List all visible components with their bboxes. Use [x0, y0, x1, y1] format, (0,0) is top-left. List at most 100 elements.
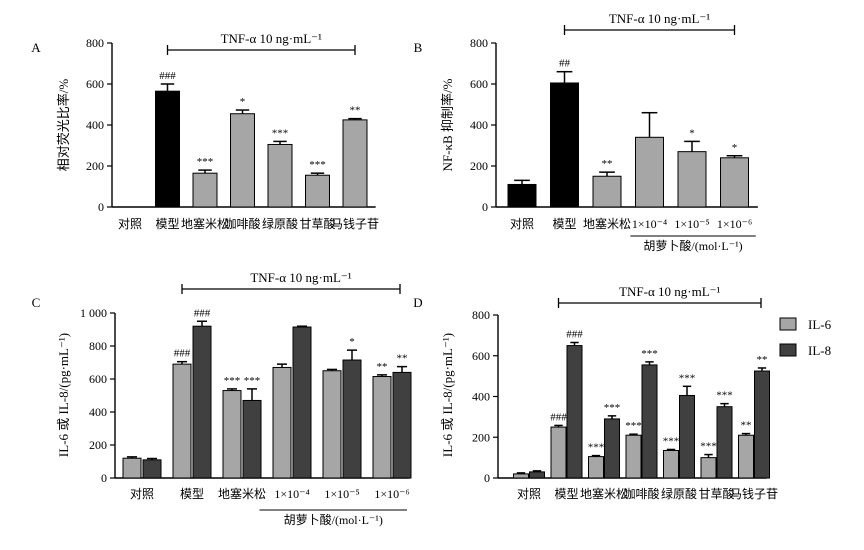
category-label: 绿原酸	[262, 216, 298, 231]
y-tick-label: 800	[472, 308, 490, 322]
y-tick-label: 0	[98, 200, 104, 214]
significance-mark: ###	[159, 70, 176, 82]
bar	[635, 136, 664, 208]
category-label: 甘草酸	[698, 486, 734, 501]
significance-mark: **	[377, 361, 388, 373]
bar	[513, 473, 529, 479]
bar	[272, 366, 292, 479]
treatment-label: TNF-α 10 ng·mL⁻¹	[250, 270, 351, 285]
bar	[679, 394, 695, 479]
bar	[550, 426, 567, 479]
bar	[155, 90, 180, 208]
category-label: 1×10⁻⁴	[274, 487, 309, 501]
bar	[641, 364, 658, 479]
bar	[700, 457, 717, 479]
significance-mark: *	[349, 336, 355, 348]
bar	[566, 345, 583, 479]
category-label: 地塞米松	[181, 216, 229, 231]
significance-mark: ***	[604, 402, 621, 414]
category-label: 模型	[552, 217, 576, 231]
significance-mark: ###	[194, 307, 211, 319]
bar	[604, 418, 620, 479]
y-tick-label: 200	[472, 430, 490, 444]
category-label: 马钱子苷	[730, 486, 778, 501]
group-label: 胡萝卜酸/(mol·L⁻¹)	[284, 512, 383, 527]
y-tick-label: 1 000	[80, 306, 107, 320]
category-label: 对照	[510, 217, 534, 231]
category-label: 对照	[130, 487, 154, 501]
category-label: 模型	[554, 487, 578, 501]
bar	[716, 406, 733, 479]
bar	[322, 370, 342, 479]
panel-d: D 0 200 400 600 800 IL-6 或 IL-8/(pg·mL⁻¹) 对照 模型地…	[413, 284, 831, 501]
y-tick-label: 0	[484, 471, 490, 485]
category-label: 模型	[180, 487, 204, 501]
bar	[625, 434, 642, 479]
significance-mark: **	[741, 420, 752, 432]
y-tick-label: 800	[86, 36, 104, 50]
y-axis-label: 相对荧光比率/%	[56, 79, 71, 172]
y-tick-label: 800	[470, 36, 488, 50]
category-label: 地塞米松	[218, 486, 266, 501]
treatment-label: TNF-α 10 ng·mL⁻¹	[619, 284, 720, 299]
bar	[172, 363, 192, 479]
significance-mark: ***	[224, 375, 241, 387]
bar	[122, 457, 142, 479]
category-label: 咖啡酸	[623, 486, 659, 501]
significance-mark: ###	[174, 348, 191, 360]
category-label: 1×10⁻⁶	[374, 487, 409, 501]
significance-mark: **	[397, 353, 408, 365]
significance-mark: **	[602, 158, 613, 170]
panel-letter: C	[32, 295, 41, 310]
bar	[267, 143, 293, 208]
legend-label: IL-6	[808, 317, 832, 332]
category-label: 1×10⁻⁴	[632, 217, 667, 231]
bar	[142, 459, 162, 479]
panel-b: B 0 200 400 600 800 NF-κB 抑制率/% 对照 模型 地塞米松 1×10⁻⁴ 1…	[414, 11, 758, 253]
bar	[342, 119, 368, 208]
bar	[342, 359, 362, 479]
bar	[588, 456, 604, 479]
significance-mark: *	[240, 96, 246, 108]
significance-mark: ***	[244, 375, 261, 387]
panel-letter: A	[31, 40, 41, 55]
category-label: 模型	[155, 217, 179, 231]
bar	[192, 325, 212, 479]
y-tick-label: 400	[89, 405, 107, 419]
y-tick-label: 400	[86, 118, 104, 132]
y-tick-label: 200	[89, 438, 107, 452]
y-tick-label: 800	[89, 339, 107, 353]
y-axis-label: NF-κB 抑制率/%	[440, 78, 455, 171]
bar	[754, 370, 770, 479]
y-axis-label: IL-6 或 IL-8/(pg·mL⁻¹)	[56, 333, 71, 457]
y-tick-label: 400	[472, 390, 490, 404]
category-label: 1×10⁻⁵	[674, 217, 709, 231]
group-label: 胡萝卜酸/(mol·L⁻¹)	[643, 238, 742, 253]
bar	[222, 390, 242, 479]
significance-mark: ***	[679, 372, 696, 384]
panel-letter: D	[413, 295, 422, 310]
bar	[192, 172, 218, 208]
y-tick-label: 400	[470, 118, 488, 132]
y-tick-label: 600	[86, 77, 104, 91]
y-tick-label: 200	[470, 159, 488, 173]
significance-mark: ###	[566, 329, 583, 341]
treatment-label: TNF-α 10 ng·mL⁻¹	[221, 31, 322, 46]
y-axis-label: IL-6 或 IL-8/(pg·mL⁻¹)	[440, 333, 455, 457]
category-label: 绿原酸	[661, 486, 697, 501]
significance-mark: **	[350, 105, 361, 117]
bar	[507, 183, 537, 208]
y-tick-label: 600	[472, 349, 490, 363]
significance-mark: ***	[700, 441, 717, 453]
category-label: 地塞米松	[583, 216, 631, 231]
category-label: 对照	[517, 487, 541, 501]
significance-mark: ***	[197, 156, 214, 168]
bar	[550, 82, 579, 208]
legend-label: IL-8	[808, 343, 831, 358]
legend-swatch	[779, 343, 797, 357]
category-label: 咖啡酸	[224, 216, 260, 231]
category-label: 甘草酸	[299, 216, 335, 231]
significance-mark: ##	[559, 58, 571, 70]
bar	[242, 399, 262, 479]
